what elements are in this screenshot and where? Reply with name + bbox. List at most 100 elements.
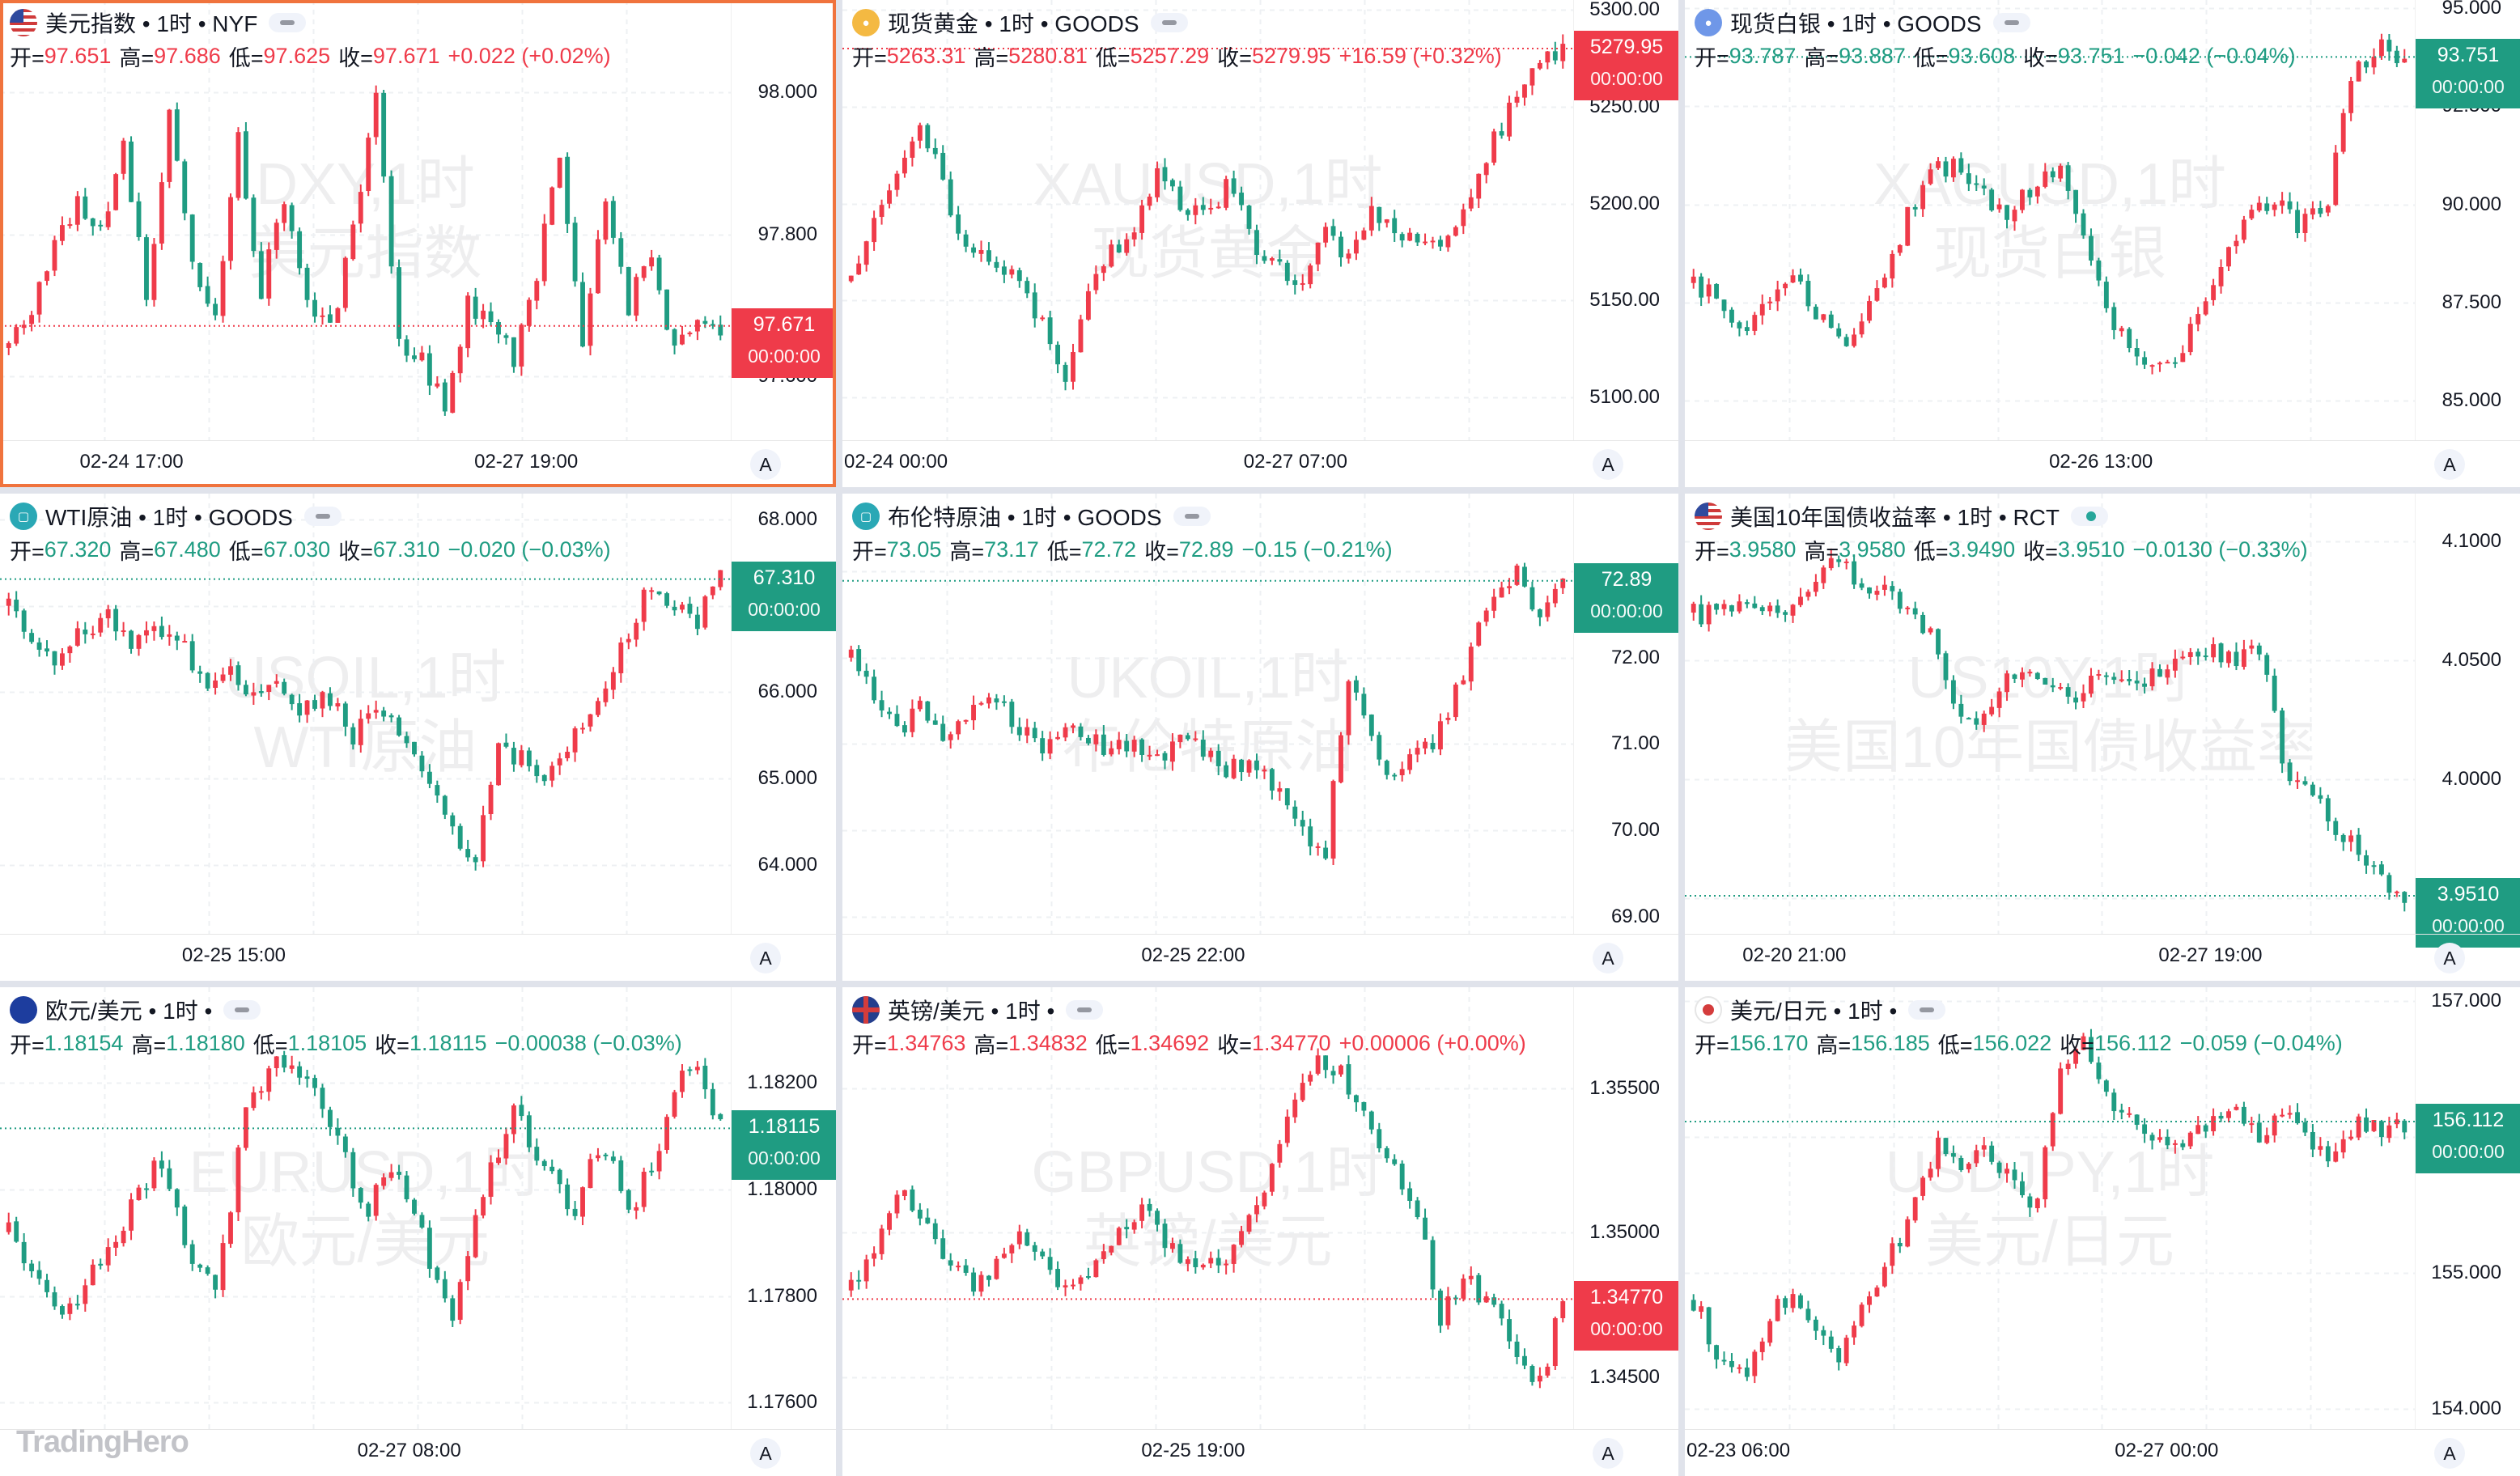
candle-body: [1882, 1266, 1887, 1287]
time-axis[interactable]: 02-25 15:00 A: [0, 934, 836, 981]
collapse-toggle[interactable]: [1150, 13, 1188, 32]
candle: [473, 1209, 478, 1258]
price-scale[interactable]: 95.00092.50090.00087.50085.00093.75100:0…: [2415, 0, 2520, 440]
price-scale[interactable]: 5300.00 5250.00 5200.00 5150.00 5100.00 5279.…: [1573, 0, 1678, 440]
collapse-toggle[interactable]: [1908, 1000, 1946, 1020]
collapse-toggle[interactable]: [1066, 1000, 1104, 1020]
candle-body: [274, 223, 279, 250]
candle-body: [2256, 1122, 2262, 1143]
plot-area[interactable]: XAUUSD,1时 现货黄金: [842, 0, 1573, 440]
chart-panel[interactable]: EURUSD,1时 欧元/美元 欧元/美元 • 1时 • 开= 1.18154 高= 1.1…: [0, 987, 836, 1476]
chart-panel[interactable]: USOIL,1时 WTI原油 ▢ WTI原油 • 1时 • GOODS 开= 67.320…: [0, 494, 836, 981]
auto-scale-button[interactable]: A: [1593, 449, 1623, 480]
auto-scale-button[interactable]: A: [2434, 943, 2465, 973]
plot-area[interactable]: USDJPY,1时 美元/日元: [1685, 987, 2415, 1429]
auto-scale-button[interactable]: A: [750, 943, 781, 973]
symbol-title[interactable]: 美元指数 • 1时 • NYF: [45, 11, 258, 36]
time-axis[interactable]: 02-25 22:00 A: [842, 934, 1678, 981]
candle-body: [1415, 748, 1420, 755]
collapse-toggle[interactable]: [1173, 507, 1211, 526]
price-scale[interactable]: 72.00 71.00 70.00 69.00 72.89 00:00:00: [1573, 494, 1678, 934]
candle: [205, 276, 210, 308]
auto-scale-button[interactable]: A: [1593, 943, 1623, 973]
price-scale[interactable]: 157.000156.000155.000154.000156.11200:00…: [2415, 987, 2520, 1429]
chart-panel[interactable]: GBPUSD,1时 英镑/美元 英镑/美元 • 1时 • 开= 1.34763 高= 1.3…: [842, 987, 1678, 1476]
symbol-title[interactable]: 美国10年国债收益率 • 1时 • RCT: [1730, 505, 2060, 530]
candle-body: [1001, 1253, 1007, 1258]
candle-body: [894, 1194, 900, 1214]
price-scale[interactable]: 68.00067.00066.00065.00064.00067.31000:0…: [731, 494, 836, 934]
time-axis[interactable]: 02-24 17:00 02-27 19:00 A: [0, 440, 836, 487]
chart-panel[interactable]: USDJPY,1时 美元/日元 美元/日元 • 1时 • 开= 156.170 高= 156…: [1685, 987, 2520, 1476]
collapse-toggle[interactable]: [269, 13, 307, 32]
collapse-toggle[interactable]: [303, 507, 342, 526]
price-scale[interactable]: 4.1000 4.0500 4.0000 3.9510 00:00:00: [2415, 494, 2520, 948]
symbol-title[interactable]: 欧元/美元 • 1时 •: [45, 999, 213, 1024]
oil-icon: ▢: [852, 503, 880, 530]
auto-scale-button[interactable]: A: [2434, 1438, 2465, 1469]
price-scale[interactable]: 1.35500 1.35000 1.34500 1.34770 00:00:00: [1573, 987, 1678, 1429]
price-scale[interactable]: 1.18200 1.18000 1.17800 1.17600 1.18115 00:00…: [731, 987, 836, 1429]
time-axis[interactable]: 02-27 08:00 A: [0, 1429, 836, 1476]
candle: [565, 746, 571, 761]
plot-area[interactable]: UKOIL,1时 布伦特原油: [842, 494, 1573, 934]
candle-body: [1085, 737, 1091, 744]
time-axis[interactable]: 02-23 06:00 02-27 00:00 A: [1685, 1429, 2520, 1476]
candle-body: [67, 646, 73, 654]
auto-scale-button[interactable]: A: [2434, 449, 2465, 480]
collapse-toggle[interactable]: [223, 1000, 261, 1020]
candle-body: [2050, 171, 2055, 178]
candle: [1843, 1334, 1849, 1367]
candle-body: [580, 1187, 585, 1217]
chart-panel[interactable]: UKOIL,1时 布伦特原油 ▢ 布伦特原油 • 1时 • GOODS 开= 73.05 高…: [842, 494, 1678, 981]
candle-body: [1063, 364, 1068, 382]
chart-panel[interactable]: XAGUSD,1时 现货白银 ● 现货白银 • 1时 • GOODS 开= 93.787 高…: [1685, 0, 2520, 487]
auto-scale-button[interactable]: A: [1593, 1438, 1623, 1469]
candle-body: [1346, 1064, 1351, 1095]
time-axis[interactable]: 02-25 19:00 A: [842, 1429, 1678, 1476]
plot-area[interactable]: DXY,1时 美元指数: [0, 0, 731, 440]
chart-panel[interactable]: US10Y,1时 美国10年国债收益率 美国10年国债收益率 • 1时 • RCT 开…: [1685, 494, 2520, 981]
auto-scale-button[interactable]: A: [750, 449, 781, 480]
candle-body: [2165, 362, 2170, 364]
symbol-title[interactable]: 英镑/美元 • 1时 •: [888, 999, 1055, 1024]
candle: [105, 604, 111, 628]
candle: [1292, 274, 1298, 295]
candle: [664, 1114, 670, 1154]
plot-area[interactable]: EURUSD,1时 欧元/美元: [0, 987, 731, 1429]
chart-panel[interactable]: DXY,1时 美元指数 美元指数 • 1时 • NYF 开= 97.651 高= 97.68…: [0, 0, 836, 487]
plot-area[interactable]: USOIL,1时 WTI原油: [0, 494, 731, 934]
ohlc-value-high: 1.18180: [166, 1030, 245, 1055]
collapse-toggle[interactable]: [1992, 13, 2030, 32]
candle-body: [541, 1160, 547, 1167]
symbol-title[interactable]: 美元/日元 • 1时 •: [1730, 999, 1898, 1024]
plot-area[interactable]: US10Y,1时 美国10年国债收益率: [1685, 494, 2415, 934]
candle-body: [1729, 309, 1734, 323]
time-axis[interactable]: 02-26 13:00 A: [1685, 440, 2520, 487]
symbol-title[interactable]: 现货白银 • 1时 • GOODS: [1730, 11, 1982, 36]
ohlc-label-close: 收=: [1217, 1033, 1252, 1058]
watermark-line: 美元/日元: [1924, 1209, 2174, 1275]
candle-body: [435, 1267, 440, 1280]
symbol-title[interactable]: 现货黄金 • 1时 • GOODS: [888, 11, 1139, 36]
candle: [2318, 201, 2323, 218]
time-axis[interactable]: 02-24 00:00 02-27 07:00 A: [842, 440, 1678, 487]
plot-area[interactable]: GBPUSD,1时 英镑/美元: [842, 987, 1573, 1429]
candle-body: [1055, 345, 1061, 365]
plot-area[interactable]: XAGUSD,1时 现货白银: [1685, 0, 2415, 440]
auto-scale-button[interactable]: A: [750, 1438, 781, 1469]
gold-coin-icon: ●: [852, 9, 880, 36]
market-status-icon[interactable]: [2071, 507, 2108, 526]
price-tick-label: 5150.00: [1589, 289, 1660, 312]
candle: [388, 1164, 394, 1181]
candle: [580, 1186, 585, 1226]
candle-body: [2005, 205, 2009, 220]
time-axis[interactable]: 02-20 21:00 02-27 19:00 A: [1685, 934, 2520, 981]
chart-panel[interactable]: XAUUSD,1时 现货黄金 ● 现货黄金 • 1时 • GOODS 开= 5263.31…: [842, 0, 1678, 487]
symbol-title[interactable]: 布伦特原油 • 1时 • GOODS: [888, 505, 1162, 530]
candle-body: [228, 666, 233, 675]
symbol-title[interactable]: WTI原油 • 1时 • GOODS: [45, 505, 293, 530]
candle-body: [2287, 1113, 2293, 1115]
candle: [419, 346, 425, 362]
